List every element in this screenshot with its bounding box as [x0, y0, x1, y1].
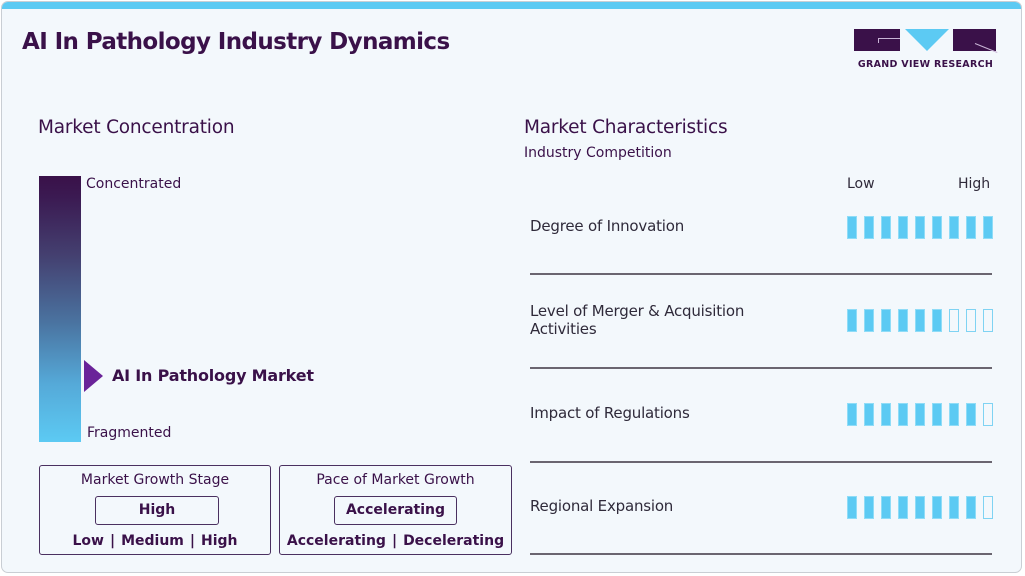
- filled-bar-icon: [847, 403, 857, 426]
- empty-bar-icon: [949, 309, 959, 332]
- row-divider: [530, 273, 992, 275]
- filled-bar-icon: [915, 216, 925, 239]
- scale-low-label: Low: [847, 176, 875, 192]
- filled-bar-icon: [847, 496, 857, 519]
- filled-bar-icon: [898, 496, 908, 519]
- market-growth-stage-box: Market Growth Stage High Low | Medium | High: [39, 465, 271, 555]
- characteristic-label: Degree of Innovation: [530, 217, 685, 235]
- filled-bar-icon: [966, 216, 976, 239]
- growth-pace-option-accelerating: Accelerating: [286, 533, 386, 549]
- fragmented-label: Fragmented: [87, 425, 172, 441]
- filled-bar-icon: [932, 496, 942, 519]
- characteristic-label: Regional Expansion: [530, 497, 674, 515]
- characteristic-label-line1: Level of Merger & Acquisition: [530, 302, 745, 320]
- industry-competition-subtitle: Industry Competition: [524, 145, 672, 161]
- scale-high-label: High: [958, 176, 991, 192]
- market-position-pointer-icon: [84, 360, 103, 392]
- filled-bar-icon: [864, 216, 874, 239]
- filled-bar-icon: [949, 496, 959, 519]
- row-divider: [530, 461, 992, 463]
- rating-bars: [847, 216, 993, 239]
- characteristic-label-line2: Activities: [530, 320, 597, 338]
- concentrated-label: Concentrated: [86, 176, 182, 192]
- rating-bars: [847, 403, 993, 426]
- growth-stage-option-low: Low: [72, 533, 104, 549]
- logo-text: GRAND VIEW RESEARCH: [857, 59, 994, 70]
- concentration-gradient-bar: [39, 176, 81, 442]
- filled-bar-icon: [898, 216, 908, 239]
- rating-bars: [847, 309, 993, 332]
- growth-pace-option-decelerating: Decelerating: [403, 533, 505, 549]
- growth-pace-value: Accelerating: [334, 496, 457, 525]
- filled-bar-icon: [915, 403, 925, 426]
- growth-pace-options: Accelerating | Decelerating: [286, 533, 505, 549]
- filled-bar-icon: [915, 496, 925, 519]
- filled-bar-icon: [881, 403, 891, 426]
- growth-pace-title: Pace of Market Growth: [316, 472, 475, 488]
- filled-bar-icon: [932, 403, 942, 426]
- row-divider: [530, 367, 992, 369]
- filled-bar-icon: [983, 216, 993, 239]
- grand-view-research-logo: GRAND VIEW RESEARCH: [853, 29, 998, 71]
- row-divider: [530, 553, 992, 555]
- pace-of-market-growth-box: Pace of Market Growth Accelerating Accel…: [279, 465, 512, 555]
- filled-bar-icon: [898, 403, 908, 426]
- market-characteristics-title: Market Characteristics: [524, 117, 728, 138]
- empty-bar-icon: [983, 496, 993, 519]
- filled-bar-icon: [864, 496, 874, 519]
- growth-stage-option-high: High: [201, 533, 238, 549]
- logo-r-block-icon: [953, 29, 998, 53]
- logo-g-block-icon: [854, 29, 900, 51]
- filled-bar-icon: [881, 216, 891, 239]
- filled-bar-icon: [932, 309, 942, 332]
- filled-bar-icon: [864, 403, 874, 426]
- filled-bar-icon: [966, 403, 976, 426]
- growth-stage-value: High: [95, 496, 219, 525]
- empty-bar-icon: [983, 309, 993, 332]
- filled-bar-icon: [847, 216, 857, 239]
- market-concentration-title: Market Concentration: [38, 117, 235, 138]
- empty-bar-icon: [983, 403, 993, 426]
- filled-bar-icon: [949, 216, 959, 239]
- filled-bar-icon: [932, 216, 942, 239]
- filled-bar-icon: [966, 496, 976, 519]
- filled-bar-icon: [949, 403, 959, 426]
- growth-stage-option-medium: Medium: [121, 533, 184, 549]
- filled-bar-icon: [898, 309, 908, 332]
- filled-bar-icon: [847, 309, 857, 332]
- rating-bars: [847, 496, 993, 519]
- market-position-label: AI In Pathology Market: [112, 366, 314, 385]
- empty-bar-icon: [966, 309, 976, 332]
- characteristic-label: Level of Merger & Acquisition Activities: [530, 302, 744, 338]
- growth-stage-options: Low | Medium | High: [72, 533, 238, 549]
- page-title: AI In Pathology Industry Dynamics: [22, 29, 450, 55]
- filled-bar-icon: [864, 309, 874, 332]
- characteristic-label: Impact of Regulations: [530, 404, 690, 422]
- filled-bar-icon: [915, 309, 925, 332]
- logo-v-triangle-icon: [905, 29, 949, 51]
- accent-top-bar: [2, 2, 1021, 9]
- growth-stage-title: Market Growth Stage: [80, 472, 230, 488]
- filled-bar-icon: [881, 309, 891, 332]
- filled-bar-icon: [881, 496, 891, 519]
